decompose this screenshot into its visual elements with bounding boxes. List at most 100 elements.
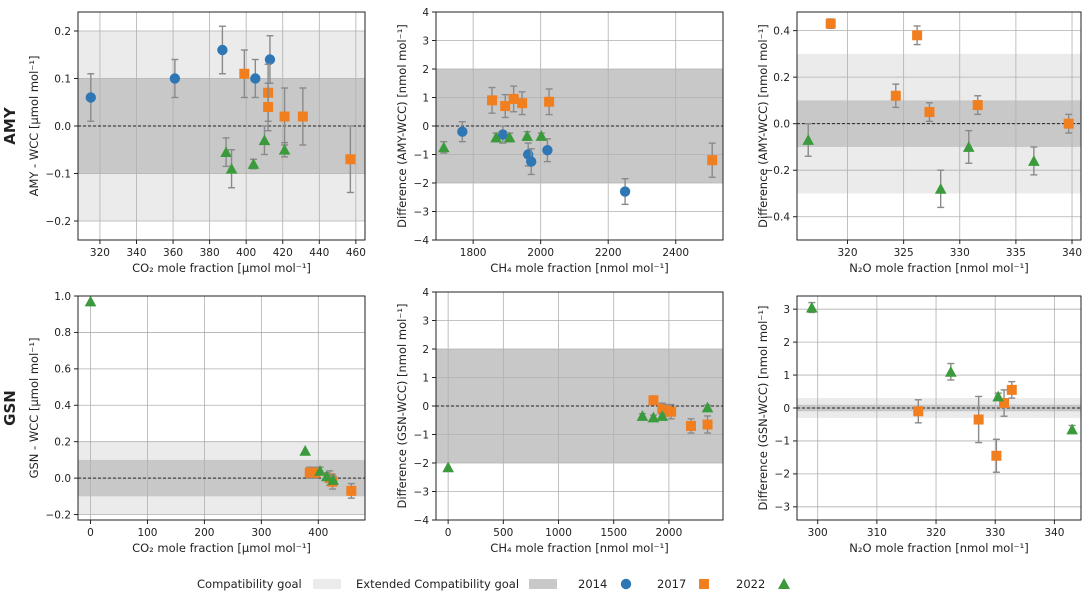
data-point-2022 <box>258 134 271 146</box>
x-tick-label: 340 <box>1062 247 1082 259</box>
data-point-2017 <box>685 420 696 431</box>
legend-2017-label: 2017 <box>657 577 686 591</box>
legend-compatibility-swatch <box>313 579 341 589</box>
data-point-2017 <box>297 111 308 122</box>
legend-extended-swatch <box>529 579 557 589</box>
y-tick-label: 2 <box>422 64 429 76</box>
y-tick-label: 0.4 <box>54 400 71 412</box>
y-tick-label: −2 <box>414 458 429 470</box>
data-point-2014 <box>542 145 553 156</box>
x-tick-label: 320 <box>837 247 857 259</box>
x-tick-label: 335 <box>1006 247 1026 259</box>
legend-2022-label: 2022 <box>736 577 765 591</box>
x-tick-label: 0 <box>445 527 452 539</box>
x-tick-label: 1000 <box>545 527 572 539</box>
legend-2022-marker <box>778 578 790 589</box>
y-tick-label: 2 <box>783 337 790 349</box>
x-axis-label: CO₂ mole fraction [μmol mol⁻¹] <box>132 541 311 555</box>
x-tick-label: 440 <box>309 247 329 259</box>
x-tick-label: 0 <box>87 527 94 539</box>
data-point-2014 <box>85 92 96 103</box>
data-point-2017 <box>544 96 555 107</box>
data-point-2022 <box>656 410 669 421</box>
data-point-2017 <box>279 111 290 122</box>
y-tick-label: −2 <box>775 469 790 481</box>
x-tick-label: 1800 <box>460 247 487 259</box>
y-tick-label: 0.8 <box>54 327 71 339</box>
data-point-2017 <box>648 395 659 406</box>
panel-amy-co2: 320 340 360 380 400 420 440 460 −0.2 −0.1 0.0 0.1 0.… <box>27 11 366 275</box>
y-tick-label: 0 <box>422 121 429 133</box>
data-point-2014 <box>526 156 537 167</box>
data-point-2022 <box>247 158 260 169</box>
data-point-2022 <box>934 183 947 194</box>
data-point-2022 <box>278 143 291 155</box>
x-tick-label: 380 <box>200 247 220 259</box>
y-tick-label: 0.0 <box>773 118 790 130</box>
data-point-2022 <box>220 146 232 158</box>
y-tick-label: 2 <box>422 344 429 356</box>
x-tick-label: 300 <box>251 527 271 539</box>
x-tick-label: 320 <box>926 527 946 539</box>
data-point-2022 <box>802 134 815 145</box>
y-tick-label: 1 <box>783 370 790 382</box>
x-tick-label: 2000 <box>656 527 683 539</box>
x-tick-label: 400 <box>236 247 256 259</box>
x-tick-label: 320 <box>90 247 110 259</box>
data-point-2022 <box>84 296 97 307</box>
data-point-2017 <box>304 467 315 478</box>
data-point-2022 <box>636 410 649 421</box>
x-axis-label: N₂O mole fraction [nmol mol⁻¹] <box>849 261 1028 275</box>
y-axis-label: Difference (GSN-WCC) [nmol mol⁻¹] <box>756 306 770 511</box>
x-tick-label: 310 <box>867 527 887 539</box>
x-tick-label: 340 <box>1044 527 1064 539</box>
x-tick-label: 330 <box>950 247 970 259</box>
data-point-2017 <box>310 467 321 478</box>
data-point-2022 <box>647 411 660 423</box>
x-tick-label: 400 <box>308 527 328 539</box>
y-tick-label: −3 <box>775 502 790 514</box>
panel-gsn-co2: 0 100 200 300 400 −0.2 0.0 0.2 0.4 0.6 0.8 1.0 CO₂ m… <box>27 291 366 555</box>
row-label-amy: AMY <box>1 106 19 145</box>
data-point-2022 <box>503 131 516 143</box>
data-point-2017 <box>890 90 901 101</box>
data-point-2014 <box>169 73 181 84</box>
y-tick-label: 4 <box>422 287 429 299</box>
data-point-2017 <box>487 95 498 106</box>
data-point-2017 <box>972 100 983 111</box>
axes-frame <box>796 11 1082 241</box>
y-tick-label: 0.0 <box>54 121 71 133</box>
data-point-2014 <box>457 126 468 137</box>
data-point-2022 <box>805 301 818 313</box>
x-tick-label: 325 <box>894 247 914 259</box>
x-tick-label: 500 <box>493 527 513 539</box>
x-tick-label: 420 <box>273 247 293 259</box>
data-point-2022 <box>321 470 333 482</box>
y-tick-label: −4 <box>414 235 430 247</box>
data-point-2017 <box>345 154 356 165</box>
y-tick-label: −0.2 <box>46 216 72 228</box>
data-point-2022 <box>442 461 454 473</box>
legend-extended-label: Extended Compatibility goal <box>356 577 519 591</box>
data-point-2017 <box>239 68 250 79</box>
legend-2014-label: 2014 <box>578 577 607 591</box>
legend-compatibility-label: Compatibility goal <box>197 577 302 591</box>
x-tick-label: 200 <box>194 527 214 539</box>
y-tick-label: 3 <box>422 315 429 327</box>
y-tick-label: 0.2 <box>773 72 790 84</box>
y-tick-label: −0.2 <box>765 165 791 177</box>
y-tick-label: 0.2 <box>54 436 71 448</box>
y-tick-label: −3 <box>414 486 429 498</box>
x-tick-label: 330 <box>985 527 1005 539</box>
x-tick-label: 2400 <box>662 247 689 259</box>
data-point-2017 <box>508 93 519 104</box>
data-point-2022 <box>945 365 957 377</box>
data-point-2022 <box>299 444 312 456</box>
y-tick-label: 1 <box>422 92 429 104</box>
data-point-2017 <box>912 30 923 41</box>
data-point-2017 <box>1006 384 1017 395</box>
y-tick-label: −1 <box>414 429 429 441</box>
data-point-2017 <box>1063 118 1074 129</box>
y-tick-label: −0.1 <box>46 168 72 180</box>
